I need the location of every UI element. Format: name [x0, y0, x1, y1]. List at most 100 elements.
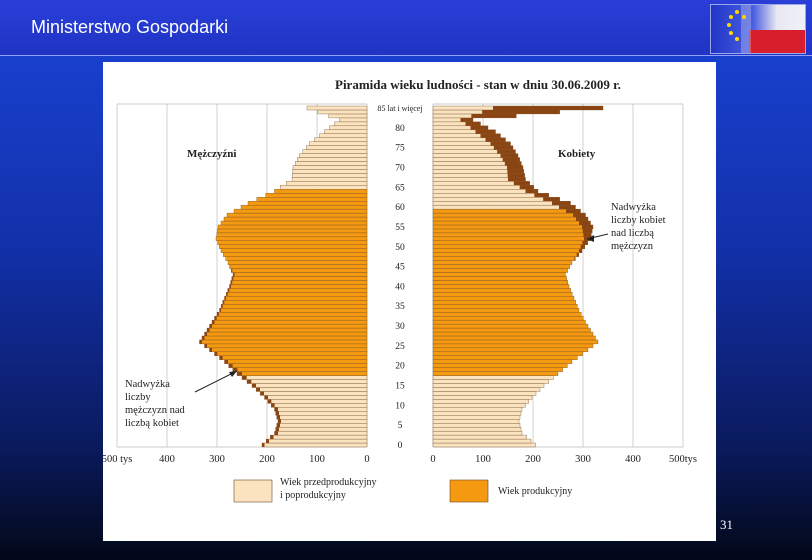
bar-women-age-49 — [432, 248, 583, 253]
bar-men-age-57 — [223, 216, 368, 222]
bar-women-age-8 — [432, 411, 522, 416]
age-tick-label-12: 25 — [395, 342, 405, 352]
bar-men-age-38 — [225, 292, 368, 297]
bar-women-excess-age-49 — [579, 248, 582, 253]
x-tick-label-left-zero: 0 — [364, 454, 369, 465]
bar-men-excess-age-30 — [209, 324, 212, 329]
bar-men-age-78 — [319, 133, 368, 138]
bar-men-age-77 — [314, 137, 368, 142]
x-tick-label-7: 200 — [525, 454, 541, 465]
bar-women-excess-age-82 — [460, 117, 473, 122]
x-tick-label-6: 100 — [475, 454, 491, 465]
bar-men-age-25 — [204, 343, 368, 349]
age-tick-label-3: 70 — [395, 163, 405, 173]
men-excess-annotation: Nadwyżka liczby mężczyzn nad liczbą kobi… — [125, 370, 238, 429]
bar-women-excess-age-81 — [465, 121, 481, 126]
bar-men-age-76 — [309, 141, 368, 146]
age-tick-label-2: 75 — [395, 144, 405, 154]
age-tick-label-13: 20 — [395, 362, 405, 372]
bar-men-excess-age-44 — [231, 268, 233, 273]
bar-men-age-68 — [292, 173, 368, 178]
legend-label-pre-post-line-2: i poprodukcyjny — [280, 490, 346, 501]
bar-women-age-24 — [432, 347, 589, 353]
age-tick-label-9: 40 — [395, 282, 405, 292]
bar-men-age-43 — [232, 272, 368, 277]
bar-women-excess-age-69 — [507, 169, 524, 174]
bar-women-excess-age-54 — [582, 228, 593, 233]
legend-label-pre-post-line-1: Wiek przedprodukcyjny — [280, 477, 377, 488]
bar-men-age-56 — [220, 220, 368, 226]
bar-men-age-55 — [217, 224, 368, 230]
age-tick-label-1: 80 — [395, 124, 405, 134]
bar-men-excess-age-16 — [247, 379, 252, 384]
bar-women-age-61 — [432, 200, 571, 206]
bar-men-excess-age-0 — [262, 443, 265, 447]
bar-men-age-47 — [225, 256, 368, 261]
bar-men-age-32 — [214, 315, 368, 321]
bar-men-excess-age-9 — [274, 407, 278, 412]
bar-men-age-84 — [317, 109, 368, 115]
bar-men-excess-age-14 — [256, 387, 260, 392]
bar-men-excess-age-25 — [204, 343, 207, 348]
bar-women-age-57 — [432, 216, 589, 222]
bar-women-age-63 — [432, 193, 550, 198]
women-annotation-line-2: liczby kobiet — [611, 215, 666, 226]
men-annotation-arrowhead — [229, 371, 237, 377]
bar-men-excess-age-35 — [221, 304, 223, 309]
age-tick-label-14: 15 — [395, 382, 405, 392]
bar-men-age-19 — [232, 367, 368, 372]
bar-men-age-23 — [214, 351, 368, 356]
bar-women-excess-age-80 — [470, 125, 488, 130]
bar-women-age-16 — [432, 379, 549, 384]
bar-men-age-46 — [227, 260, 368, 265]
bar-men-excess-age-32 — [214, 316, 217, 321]
ministry-title: Ministerstwo Gospodarki — [31, 17, 229, 37]
bar-men-age-74 — [302, 149, 368, 154]
bar-men-excess-age-34 — [219, 308, 221, 313]
bar-women-excess-age-78 — [480, 133, 501, 138]
bar-men-excess-age-4 — [275, 427, 279, 432]
bar-women-age-36 — [432, 300, 576, 305]
bar-women-excess-age-60 — [559, 205, 576, 210]
men-annotation-line-2: liczby — [125, 392, 151, 403]
age-tick-label-7: 50 — [395, 243, 405, 253]
bar-men-age-72 — [297, 157, 368, 162]
bar-men-age-58 — [226, 212, 368, 218]
x-tick-label-4: 100 — [309, 454, 325, 465]
bar-women-age-65 — [432, 185, 535, 190]
bar-women-age-13 — [432, 391, 537, 396]
chart-legend: Wiek przedprodukcyjny i poprodukcyjny Wi… — [233, 477, 572, 503]
bar-women-age-40 — [432, 284, 570, 289]
bar-women-age-9 — [432, 407, 523, 412]
bar-men-excess-age-17 — [242, 375, 247, 380]
age-tick-label-11: 30 — [395, 322, 405, 332]
bar-women-excess-age-72 — [502, 157, 520, 162]
bar-men-age-82 — [339, 117, 368, 123]
bar-men-age-22 — [219, 355, 368, 360]
bar-men-age-67 — [291, 177, 368, 182]
bar-men-age-2 — [270, 434, 368, 440]
bar-women-age-0 — [432, 442, 536, 448]
x-tick-label-8: 300 — [575, 454, 591, 465]
bar-women-age-41 — [432, 280, 569, 285]
bar-men-age-39 — [227, 288, 368, 293]
bar-men-age-10 — [270, 403, 368, 408]
bar-women-age-23 — [432, 351, 583, 356]
bar-men-age-34 — [219, 308, 368, 313]
bar-men-age-15 — [251, 383, 368, 388]
bar-women-excess-age-67 — [508, 177, 526, 182]
bar-women-age-4 — [432, 426, 522, 432]
x-tick-label-0: 500 tys — [103, 454, 132, 465]
bar-men-age-11 — [267, 399, 368, 404]
bar-women-age-50 — [432, 244, 586, 249]
bar-men-excess-age-45 — [229, 264, 231, 269]
bar-women-age-18 — [432, 371, 559, 376]
bar-women-excess-age-57 — [576, 217, 588, 221]
bar-women-age-25 — [432, 343, 594, 349]
bar-women-excess-age-55 — [582, 224, 593, 229]
bar-men-age-7 — [276, 415, 368, 420]
bar-men-excess-age-6 — [278, 419, 281, 424]
bar-men-age-79 — [324, 129, 368, 134]
age-tick-label-10: 35 — [395, 302, 405, 312]
bar-men-age-8 — [275, 411, 368, 416]
